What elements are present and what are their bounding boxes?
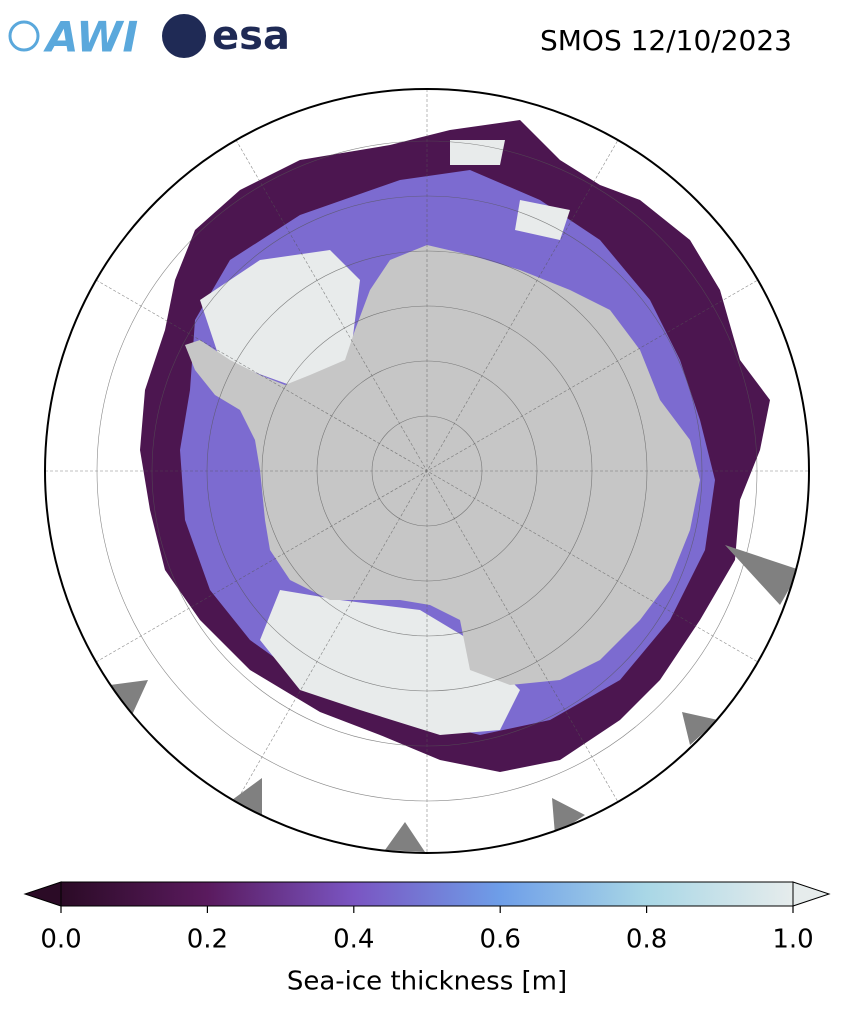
esa-logo: esa xyxy=(212,13,290,59)
colorbar-label: Sea-ice thickness [m] xyxy=(287,967,567,997)
colorbar-tick-label: 1.0 xyxy=(772,925,813,955)
map-frame xyxy=(44,88,810,854)
colorbar-tick-label: 0.6 xyxy=(480,925,521,955)
map xyxy=(45,89,809,853)
colorbar-tick-label: 0.4 xyxy=(333,925,374,955)
logos: AWI esa xyxy=(8,13,290,62)
esa-mark xyxy=(162,14,206,58)
graticule xyxy=(45,89,809,853)
colorbar-extend-min xyxy=(23,881,62,907)
colorbar: 0.0 0.2 0.4 0.6 0.8 1.0 xyxy=(23,881,831,955)
awi-globe xyxy=(8,20,40,52)
colorbar-extend-max xyxy=(792,881,831,907)
colorbar-tick-label: 0.2 xyxy=(187,925,228,955)
title: SMOS 12/10/2023 xyxy=(540,24,792,57)
sea-ice-thick xyxy=(200,140,570,735)
colorbar-body xyxy=(60,881,794,907)
colorbar-tick-label: 0.0 xyxy=(40,925,81,955)
colorbar-tick-label: 0.8 xyxy=(626,925,667,955)
awi-logo: AWI xyxy=(43,13,138,62)
antarctica xyxy=(185,245,700,685)
